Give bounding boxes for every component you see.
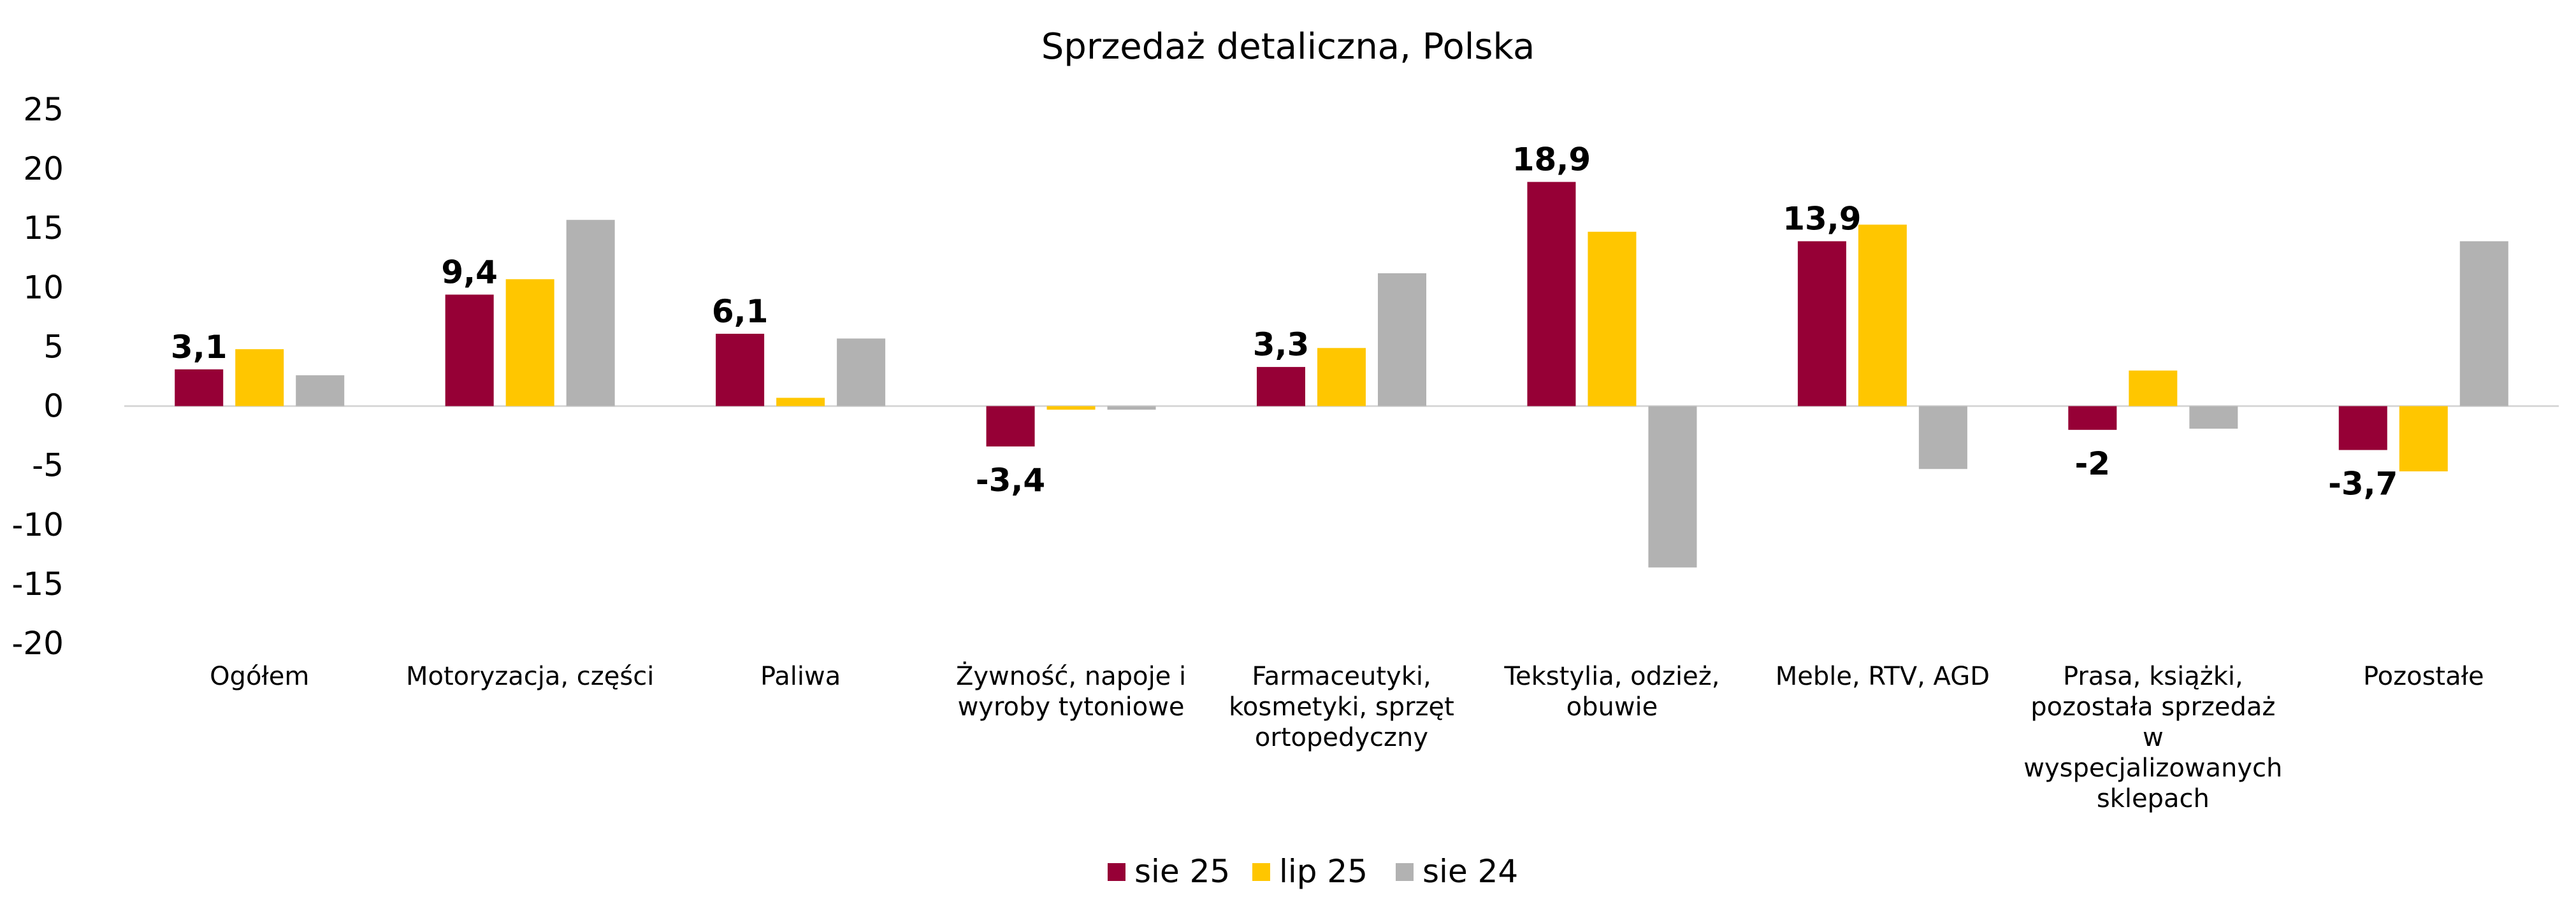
legend-swatch-sie-24: [1396, 863, 1414, 881]
category-label-line: wyspecjalizowanych: [2023, 754, 2282, 783]
y-tick-label: -10: [11, 506, 64, 543]
legend-label: sie 24: [1422, 853, 1518, 890]
chart-title: Sprzedaż detaliczna, Polska: [1041, 26, 1535, 68]
data-label: 6,1: [712, 293, 769, 330]
category-label-line: Żywność, napoje i: [956, 661, 1186, 691]
category-label: Żywność, napoje i wyroby tytoniowe: [956, 661, 1186, 722]
category-label-line: w: [2143, 723, 2164, 752]
y-tick-label: 0: [43, 388, 64, 425]
y-tick-label: 20: [23, 150, 64, 187]
category-label-line: Prasa, książki,: [2063, 662, 2243, 691]
data-label: -2: [2075, 445, 2111, 482]
y-tick-label: 10: [23, 269, 64, 306]
data-label: 18,9: [1512, 141, 1591, 178]
category-label: Motoryzacja, części: [406, 662, 654, 691]
y-tick-label: -20: [11, 625, 64, 662]
bar-sie-24-2: [837, 338, 886, 406]
bar-sie-25-6: [1797, 241, 1846, 406]
data-label: -3,7: [2328, 465, 2398, 502]
category-label: Farmaceutyki, kosmetyki, sprzęt ortopedycz…: [1229, 662, 1454, 752]
legend-swatch-lip-25: [1252, 863, 1270, 881]
category-label-line: pozostała sprzedaż: [2030, 692, 2275, 722]
category-label-line: Tekstylia, odzież,: [1503, 662, 1719, 691]
bar-lip-25-6: [1858, 224, 1907, 406]
category-label: Ogółem: [210, 662, 309, 691]
category-label-line: kosmetyki, sprzęt: [1229, 692, 1454, 722]
bar-lip-25-2: [776, 397, 825, 406]
bar-lip-25-3: [1046, 406, 1096, 410]
bar-lip-25-4: [1317, 348, 1366, 406]
bar-sie-25-3: [986, 406, 1035, 447]
category-label-line: wyroby tytoniowe: [958, 692, 1185, 722]
category-label: Paliwa: [760, 662, 841, 691]
y-tick-label: -5: [32, 447, 64, 484]
bar-lip-25-0: [235, 349, 284, 406]
bar-sie-25-2: [716, 333, 765, 406]
bar-lip-25-1: [505, 279, 554, 406]
bar-lip-25-5: [1588, 231, 1637, 406]
category-label-line: Farmaceutyki,: [1252, 662, 1431, 691]
bar-lip-25-8: [2399, 406, 2448, 471]
bar-sie-25-1: [445, 294, 494, 406]
y-tick-label: 15: [23, 210, 64, 247]
legend: sie 25 lip 25 sie 24: [1108, 853, 1518, 890]
bar-sie-25-4: [1257, 367, 1305, 406]
bar-sie-24-0: [296, 375, 345, 406]
category-label-line: Meble, RTV, AGD: [1776, 662, 1990, 691]
bar-sie-25-7: [2068, 406, 2117, 430]
bar-sie-24-3: [1107, 406, 1156, 410]
category-label: Pozostałe: [2363, 662, 2484, 691]
y-tick-label: -15: [11, 566, 64, 603]
legend-label: sie 25: [1134, 853, 1230, 890]
bar-sie-24-1: [566, 220, 615, 406]
y-tick-label: 25: [23, 91, 64, 128]
bar-sie-24-8: [2459, 241, 2508, 406]
bar-sie-25-8: [2338, 406, 2387, 450]
bar-lip-25-7: [2129, 370, 2178, 406]
bar-sie-25-5: [1527, 182, 1576, 406]
category-label-line: Paliwa: [760, 662, 841, 691]
category-label: Tekstylia, odzież, obuwie: [1503, 662, 1719, 722]
bar-sie-24-7: [2189, 406, 2238, 429]
data-label: 3,3: [1253, 326, 1310, 363]
category-label-line: ortopedyczny: [1255, 723, 1428, 752]
y-tick-label: 5: [43, 328, 64, 365]
data-label: 13,9: [1783, 201, 1861, 238]
legend-label: lip 25: [1279, 853, 1368, 890]
bar-sie-25-0: [175, 369, 224, 406]
bar-sie-24-6: [1918, 406, 1967, 469]
data-label: -3,4: [976, 462, 1045, 499]
y-axis-ticks: 25 20 15 10 5 0 -5 -10 -15 -20: [11, 91, 64, 662]
category-label-line: Pozostałe: [2363, 662, 2484, 691]
data-label: 3,1: [171, 329, 228, 366]
bar-sie-24-4: [1378, 273, 1426, 406]
bars-group: [175, 182, 2508, 568]
category-label: Meble, RTV, AGD: [1776, 662, 1990, 691]
data-labels: 3,1 9,4 6,1 -3,4 3,3 18,9 13,9 -2 -3,7: [171, 141, 2398, 503]
legend-swatch-sie-25: [1108, 863, 1125, 881]
category-label-line: Ogółem: [210, 662, 309, 691]
x-axis-category-labels: Ogółem Motoryzacja, części Paliwa Żywność, …: [210, 661, 2484, 813]
data-label: 9,4: [441, 254, 498, 291]
category-label-line: obuwie: [1567, 692, 1658, 722]
bar-sie-24-5: [1648, 406, 1697, 568]
category-label: Prasa, książki, pozostała sprzedaż w wyspec…: [2023, 662, 2282, 813]
category-label-line: Motoryzacja, części: [406, 662, 654, 691]
category-label-line: sklepach: [2097, 784, 2210, 813]
